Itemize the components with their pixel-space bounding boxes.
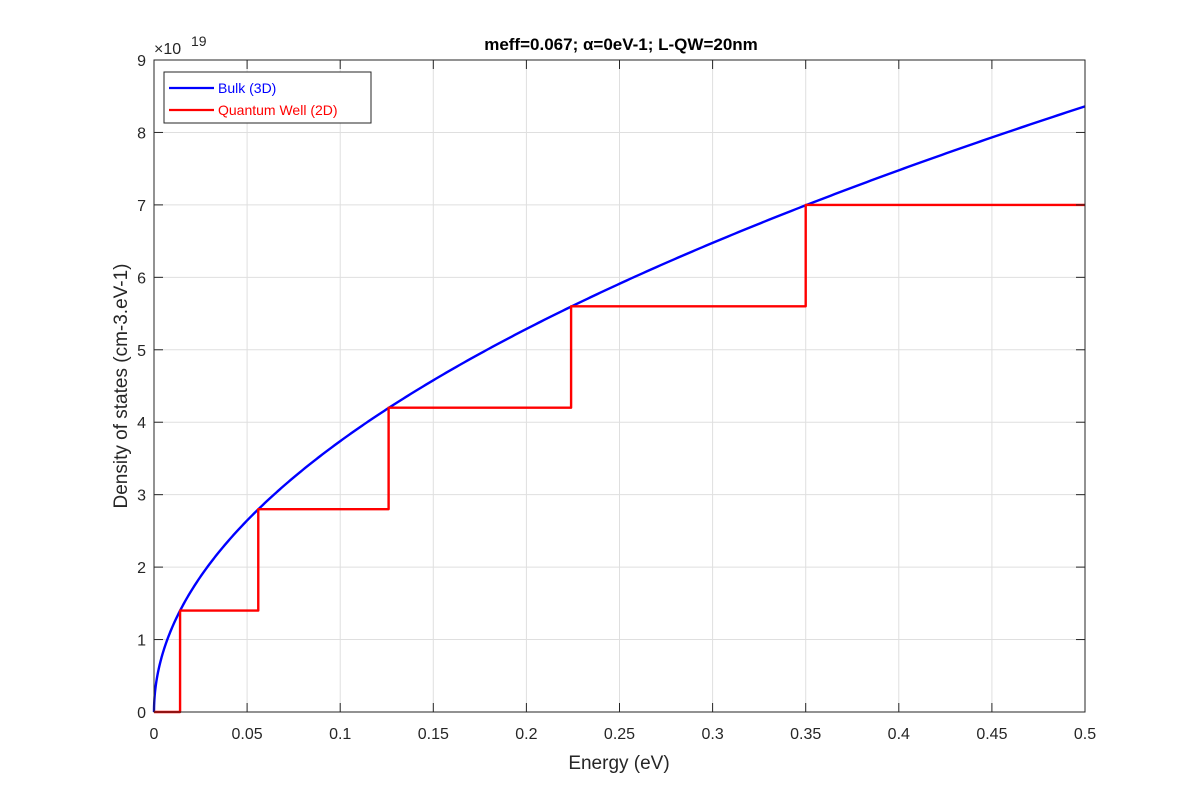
- legend: Bulk (3D) Quantum Well (2D): [163, 71, 372, 124]
- y-exponent: ×10 19: [154, 33, 207, 58]
- x-tick-label: 0.25: [604, 726, 635, 743]
- x-axis-ticks: 0 0.05 0.1 0.15 0.2 0.25 0.3 0.35 0.4 0.45 0.5: [150, 60, 1096, 743]
- x-grid-lines: [246, 60, 993, 712]
- y-axis-label: Density of states (cm-3.eV-1): [111, 264, 132, 509]
- y-tick-label: 2: [137, 560, 146, 577]
- y-tick-label: 7: [137, 198, 146, 215]
- y-tick-label: 1: [137, 633, 146, 650]
- legend-box: [163, 71, 372, 124]
- y-tick-label: 4: [137, 415, 146, 432]
- x-tick-label: 0: [150, 726, 159, 743]
- y-tick-label: 3: [137, 488, 146, 505]
- x-tick-label: 0.05: [232, 726, 263, 743]
- y-tick-label: 8: [137, 125, 146, 142]
- y-tick-label: 0: [137, 705, 146, 722]
- x-tick-label: 0.2: [515, 726, 537, 743]
- chart-title: meff=0.067; α=0eV-1; L-QW=20nm: [484, 35, 758, 54]
- x-tick-label: 0.1: [329, 726, 351, 743]
- y-axis-ticks: 0 1 2 3 4 5 6 7 8 9: [137, 53, 1085, 722]
- x-tick-label: 0.5: [1074, 726, 1096, 743]
- series-line-quantum-well: [154, 203, 1085, 714]
- x-axis-label: Energy (eV): [568, 753, 669, 774]
- legend-label-bulk: Bulk (3D): [218, 80, 276, 96]
- x-tick-label: 0.3: [701, 726, 723, 743]
- y-tick-label: 9: [137, 53, 146, 70]
- y-exponent-power: 19: [191, 33, 207, 49]
- y-tick-label: 5: [137, 343, 146, 360]
- x-tick-label: 0.4: [888, 726, 910, 743]
- y-exponent-base: ×10: [154, 41, 181, 58]
- x-tick-label: 0.35: [790, 726, 821, 743]
- y-tick-label: 6: [137, 270, 146, 287]
- x-tick-label: 0.15: [418, 726, 449, 743]
- x-tick-label: 0.45: [976, 726, 1007, 743]
- series-layer: [152, 105, 1086, 714]
- legend-label-quantum-well: Quantum Well (2D): [218, 102, 338, 118]
